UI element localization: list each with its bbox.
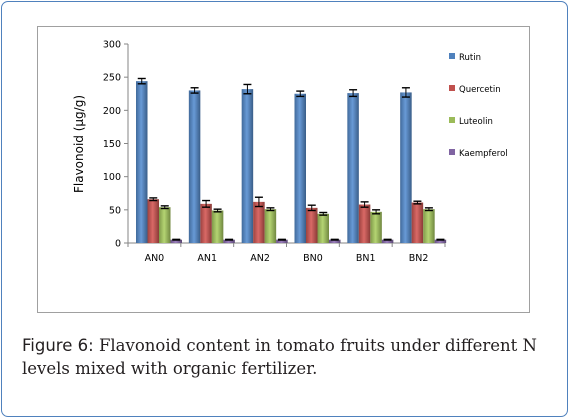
- y-tick-label: 300: [103, 40, 121, 51]
- bar-luteolin-an0: [159, 207, 171, 243]
- x-tick-label: BN0: [303, 253, 323, 264]
- figure-caption: Figure 6: Flavonoid content in tomato fr…: [22, 334, 552, 380]
- y-axis-title: Flavonoid (μg/g): [72, 95, 86, 193]
- bar-luteolin-an2: [264, 209, 277, 243]
- legend-swatch-rutin: [449, 53, 455, 59]
- caption-text: Flavonoid content in tomato fruits under…: [22, 336, 537, 378]
- legend-label-quercetin: Quercetin: [459, 85, 501, 95]
- bar-rutin-an0: [136, 81, 148, 243]
- bar-luteolin-bn0: [317, 213, 329, 243]
- bar-rutin-bn0: [294, 93, 306, 243]
- caption-label: Figure 6:: [22, 336, 94, 355]
- bar-kaempferol-bn1: [381, 239, 394, 243]
- y-tick-label: 100: [103, 172, 121, 183]
- y-tick-label: 50: [109, 205, 121, 216]
- bar-kaempferol-an1: [223, 239, 235, 243]
- bar-rutin-an2: [241, 89, 254, 244]
- legend-swatch-kaempferol: [449, 149, 455, 155]
- x-tick-label: AN2: [250, 253, 270, 264]
- bar-rutin-bn1: [347, 93, 359, 243]
- bar-quercetin-an2: [253, 201, 265, 243]
- y-tick-label: 150: [103, 139, 121, 150]
- legend-swatch-luteolin: [449, 117, 455, 123]
- bar-luteolin-bn2: [423, 209, 435, 243]
- x-tick-label: BN2: [409, 253, 429, 264]
- x-tick-label: AN1: [197, 253, 217, 264]
- y-tick-label: 250: [103, 73, 121, 84]
- bar-quercetin-an1: [200, 203, 212, 243]
- y-tick-label: 0: [115, 239, 121, 250]
- legend-swatch-quercetin: [449, 85, 455, 91]
- bar-quercetin-bn2: [411, 202, 424, 243]
- x-tick-label: BN1: [356, 253, 376, 264]
- bar-quercetin-an0: [147, 199, 159, 243]
- bar-kaempferol-an0: [170, 239, 182, 243]
- bar-rutin-bn2: [400, 92, 412, 243]
- bar-quercetin-bn1: [358, 204, 371, 243]
- chart-area: [37, 26, 530, 313]
- x-tick-label: AN0: [145, 253, 165, 264]
- bar-kaempferol-bn2: [434, 239, 447, 243]
- y-tick-label: 200: [103, 106, 121, 117]
- legend-label-rutin: Rutin: [459, 53, 481, 63]
- legend-label-luteolin: Luteolin: [459, 117, 493, 127]
- legend-label-kaempferol: Kaempferol: [459, 149, 508, 159]
- bar-kaempferol-an2: [276, 239, 288, 243]
- bar-rutin-an1: [188, 90, 201, 243]
- bar-luteolin-an1: [211, 210, 224, 243]
- bar-quercetin-bn0: [306, 207, 318, 243]
- bar-luteolin-bn1: [370, 211, 382, 243]
- bar-kaempferol-bn0: [329, 239, 341, 243]
